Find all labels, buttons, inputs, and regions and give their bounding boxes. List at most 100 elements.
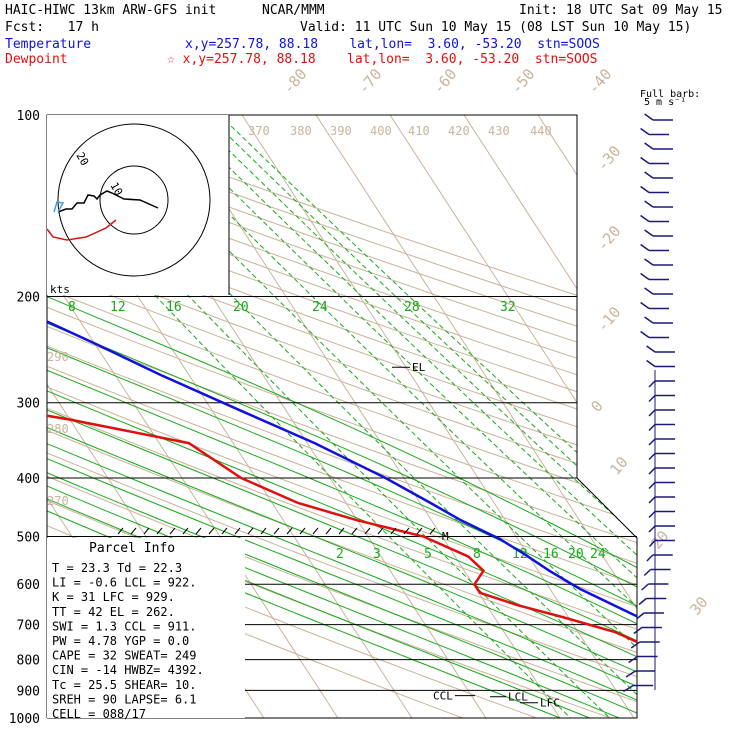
- theta-label: 380: [290, 124, 312, 138]
- wind-barb-flag: [649, 512, 655, 518]
- wind-barb-flag: [649, 483, 655, 489]
- isotherm-label: -30: [593, 142, 624, 174]
- el-marker-label: EL: [412, 361, 426, 374]
- wind-barb-flag: [641, 303, 649, 309]
- wind-barb-flag: [645, 230, 653, 236]
- wind-barb-flag: [639, 599, 646, 605]
- parcel-info-row: CIN = -14 HWBZ= 4392.: [52, 663, 204, 677]
- wind-barb-flag: [649, 425, 655, 431]
- wind-barb: [649, 468, 675, 474]
- theta-label: 400: [370, 124, 392, 138]
- isotherm-label: -60: [429, 65, 460, 97]
- hatch-mark: [196, 528, 201, 534]
- wind-barb-flag: [647, 555, 653, 561]
- wind-barb: [645, 143, 673, 149]
- wind-barb-flag: [641, 129, 649, 135]
- wind-barb-flag: [645, 288, 653, 294]
- wind-barb: [645, 230, 673, 236]
- wind-barb-flag: [645, 172, 653, 178]
- wind-barb: [649, 497, 675, 503]
- wind-barb: [629, 657, 658, 663]
- wind-barb: [649, 410, 675, 416]
- theta-label: 280: [47, 422, 69, 436]
- wind-barb: [645, 317, 673, 323]
- wind-barb-flag: [645, 259, 653, 265]
- pressure-tick-label: 800: [17, 654, 40, 669]
- mid-level-marker: M: [442, 530, 449, 543]
- wind-barb-flag: [649, 410, 655, 416]
- org-label: NCAR/MMM: [262, 3, 325, 18]
- wind-barb: [626, 671, 655, 677]
- lfc-marker-label: LFC: [540, 697, 560, 710]
- barb-scale-units: 5 m s⁻¹: [644, 97, 686, 108]
- wind-barb-flag: [649, 497, 655, 503]
- init-time: Init: 18 UTC Sat 09 May 15: [519, 3, 723, 18]
- mixing-ratio-label: 24: [590, 547, 606, 562]
- parcel-info-row: LI = -0.6 LCL = 922.: [52, 576, 197, 590]
- wind-barb: [647, 346, 675, 352]
- wind-barb: [649, 396, 675, 402]
- mixing-ratio-label: 24: [312, 300, 328, 315]
- mixing-ratio-label: 5: [424, 547, 432, 562]
- isotherm-label: 10: [606, 453, 631, 478]
- wind-barb: [644, 570, 670, 576]
- dewpoint-location: ☆ x,y=257.78, 88.18 lat,lon= 3.60, -53.2…: [167, 52, 597, 67]
- wind-barb-flag: [642, 584, 649, 590]
- wind-barb-flag: [641, 216, 649, 222]
- temperature-location: x,y=257.78, 88.18 lat,lon= 3.60, -53.20 …: [185, 37, 600, 52]
- isotherm-label: -50: [507, 65, 538, 97]
- wind-barb-flag: [636, 613, 644, 619]
- wind-barb: [636, 613, 664, 619]
- model-title: HAIC-HIWC 13km ARW-GFS init: [5, 3, 216, 18]
- isotherm-label: -10: [593, 303, 624, 335]
- wind-barb-flag: [649, 396, 655, 402]
- isotherm-label: 30: [686, 593, 711, 618]
- isotherm-label: -20: [593, 222, 624, 254]
- wind-barb: [641, 332, 669, 338]
- isotherm-line: [538, 115, 740, 731]
- wind-barb: [645, 172, 673, 178]
- wind-barb: [649, 439, 675, 445]
- theta-label: 290: [47, 350, 69, 364]
- hodograph-units: kts: [50, 283, 70, 296]
- isotherm-label: 0: [587, 397, 607, 415]
- mixing-ratio-label: 16: [166, 300, 182, 315]
- isotherm-label: -80: [279, 65, 310, 97]
- valid-time: Valid: 11 UTC Sun 10 May 15 (08 LST Sun …: [300, 20, 691, 35]
- temperature-legend: Temperature: [5, 37, 91, 52]
- theta-label: 390: [330, 124, 352, 138]
- pressure-tick-label: 1000: [9, 712, 40, 727]
- wind-barb-flag: [641, 187, 649, 193]
- wind-barb-flag: [641, 332, 649, 338]
- wind-barb: [645, 114, 673, 120]
- wind-barb-flag: [631, 642, 639, 648]
- mixing-ratio-label: 20: [233, 300, 249, 315]
- wind-barb: [649, 381, 675, 387]
- wind-barb: [641, 216, 669, 222]
- wind-barb-flag: [647, 361, 655, 367]
- lcl-marker-label: LCL: [508, 691, 528, 704]
- wind-barb: [645, 288, 673, 294]
- wind-barb-flag: [641, 274, 649, 280]
- mixing-ratio-label: 3: [373, 547, 381, 562]
- parcel-info-row: T = 23.3 Td = 22.3: [52, 561, 182, 575]
- isotherm-line: [0, 115, 50, 731]
- wind-barb: [641, 187, 669, 193]
- isotherm-line: [464, 115, 740, 731]
- theta-label: 410: [408, 124, 430, 138]
- hatch-mark: [131, 528, 136, 534]
- wind-barb-flag: [644, 570, 650, 576]
- pressure-tick-label: 400: [17, 472, 40, 487]
- pressure-tick-label: 100: [17, 109, 40, 124]
- parcel-info-row: SREH = 90 LAPSE= 6.1: [52, 692, 197, 706]
- wind-barb: [641, 158, 669, 164]
- wind-barb-flag: [645, 143, 653, 149]
- pressure-tick-label: 500: [17, 530, 40, 545]
- wind-barb: [649, 425, 675, 431]
- wind-barb-flag: [649, 454, 655, 460]
- theta-label: 270: [47, 494, 69, 508]
- wind-barb: [641, 129, 669, 135]
- mixing-ratio-label: 12: [110, 300, 126, 315]
- theta-label: 370: [248, 124, 270, 138]
